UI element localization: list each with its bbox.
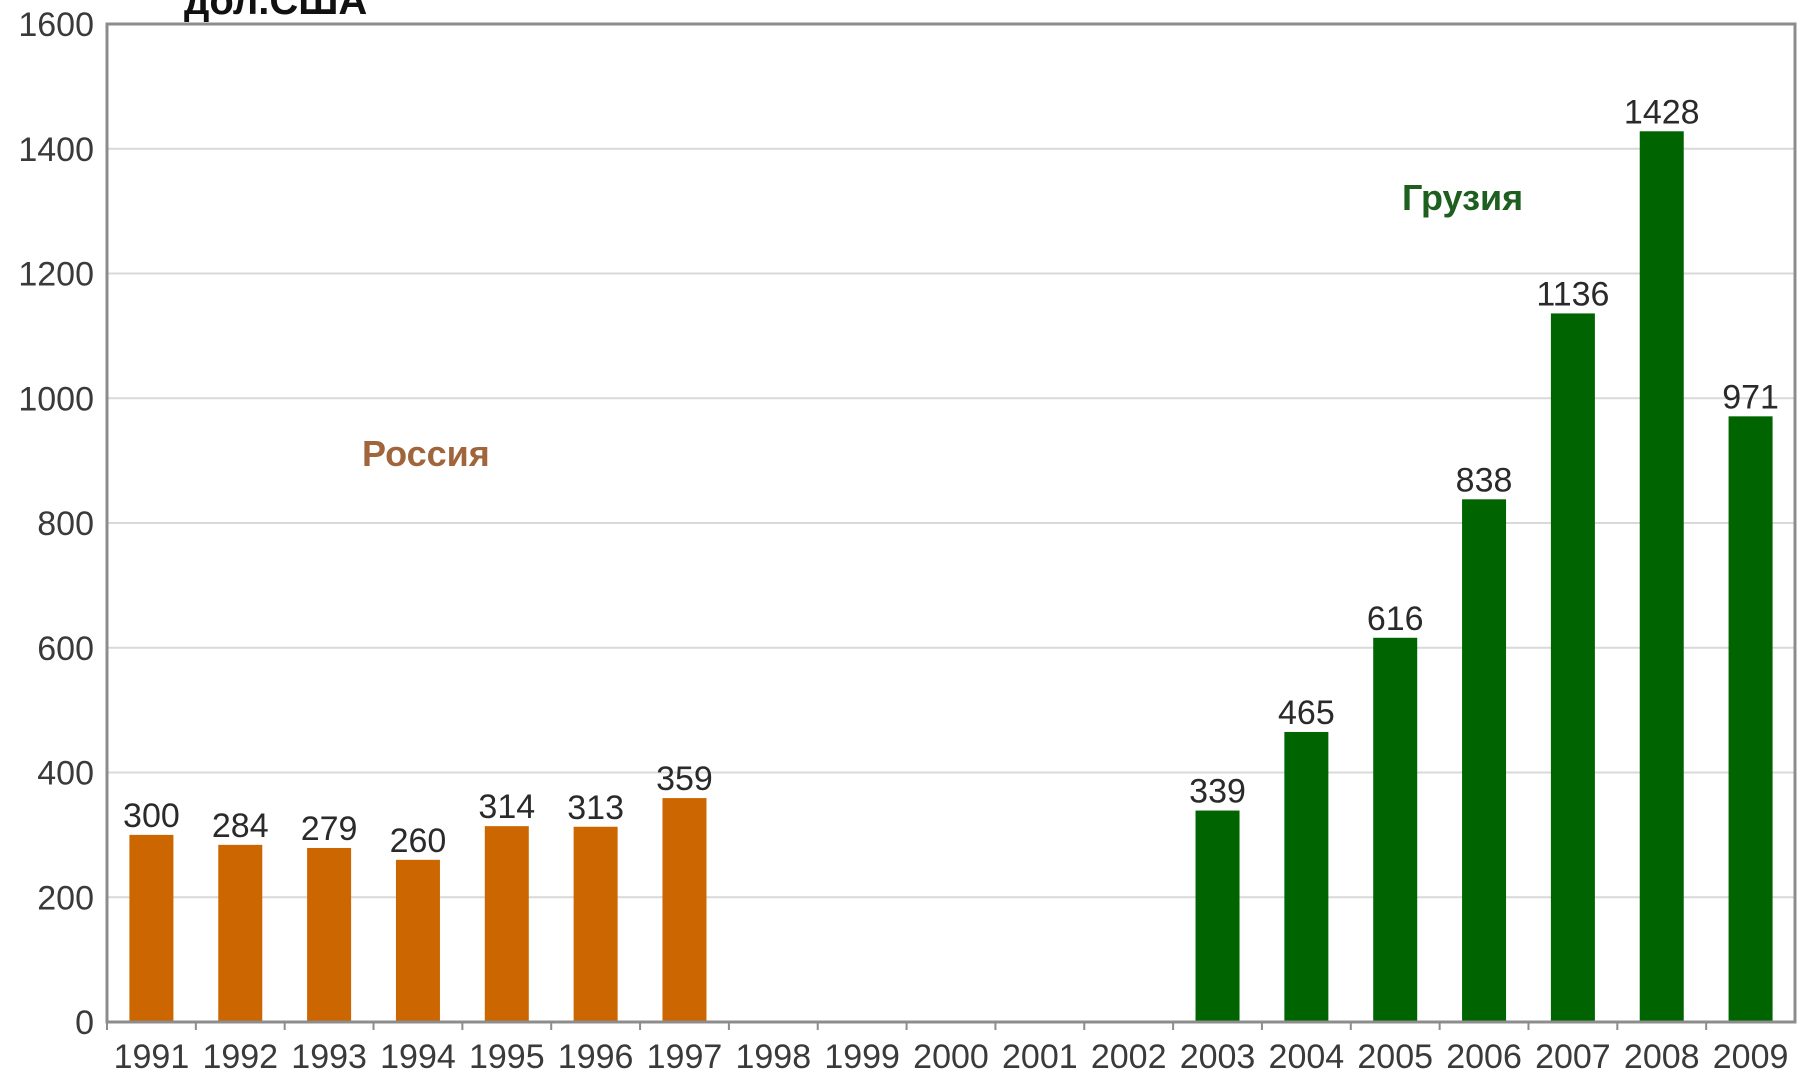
x-tick-label: 1999 [824,1038,900,1074]
bar [573,826,618,1022]
y-tick-label: 1400 [18,131,94,169]
series-label-russia: Россия [362,433,490,474]
x-tick-label: 1994 [380,1038,456,1074]
x-tick-label: 1996 [558,1038,634,1074]
bar [484,826,529,1022]
y-tick-label: 200 [37,879,94,917]
x-tick-label: 2007 [1535,1038,1611,1074]
x-tick-label: 2008 [1624,1038,1700,1074]
y-tick-label: 1600 [18,6,94,44]
bar [307,847,352,1022]
x-tick-label: 1992 [202,1038,278,1074]
bar [1550,313,1595,1022]
y-tick-label: 400 [37,755,94,793]
x-tick-label: 2009 [1713,1038,1789,1074]
data-label: 465 [1278,694,1335,732]
x-axis: 1991 1992 1993 1994 1995 1996 1997 1998 1999 2000… [106,1022,1789,1074]
data-label: 359 [656,760,713,798]
x-tick-label: 2005 [1357,1038,1433,1074]
x-tick-label: 1995 [469,1038,545,1074]
x-tick-label: 1993 [291,1038,367,1074]
x-tick-label: 2002 [1091,1038,1167,1074]
data-labels: 300 284 279 260 314 313 359 339 465 616 838 1136 142… [123,93,1779,860]
y-tick-label: 1200 [18,256,94,294]
series-label-georgia: Грузия [1402,177,1523,218]
bar [1462,499,1507,1022]
bar [1728,416,1773,1022]
data-label: 1428 [1624,93,1700,131]
plot-frame [105,22,1797,1024]
bar [662,798,707,1022]
x-tick-label: 2004 [1269,1038,1345,1074]
y-tick-label: 1000 [18,380,94,418]
bar [129,834,174,1022]
y-axis: 0 200 400 600 800 1000 1200 1400 1600 [18,6,94,1042]
data-label: 300 [123,797,180,835]
unit-label: дол.США [184,0,367,23]
x-tick-label: 2006 [1446,1038,1522,1074]
data-label: 616 [1367,600,1424,638]
bar [395,859,440,1022]
bar [1195,810,1240,1022]
bar [1639,131,1684,1022]
y-tick-label: 0 [75,1004,94,1042]
data-label: 339 [1189,773,1246,811]
data-label: 838 [1456,461,1513,499]
x-tick-label: 1991 [114,1038,190,1074]
grid-lines [107,147,1795,899]
data-label: 1136 [1536,275,1609,313]
y-tick-label: 600 [37,630,94,668]
data-label: 314 [478,788,535,826]
x-tick-label: 1997 [647,1038,723,1074]
data-label: 279 [301,810,358,848]
x-tick-label: 2000 [913,1038,989,1074]
x-tick-label: 2003 [1180,1038,1256,1074]
x-tick-label: 2001 [1002,1038,1078,1074]
data-label: 313 [567,789,624,827]
bar [1373,637,1418,1022]
data-label: 260 [390,822,447,860]
bar [218,844,263,1022]
x-tick-label: 1998 [735,1038,811,1074]
data-label: 971 [1722,378,1779,416]
bar [1284,731,1329,1022]
data-label: 284 [212,807,269,845]
y-tick-label: 800 [37,505,94,543]
bars [129,131,1773,1022]
